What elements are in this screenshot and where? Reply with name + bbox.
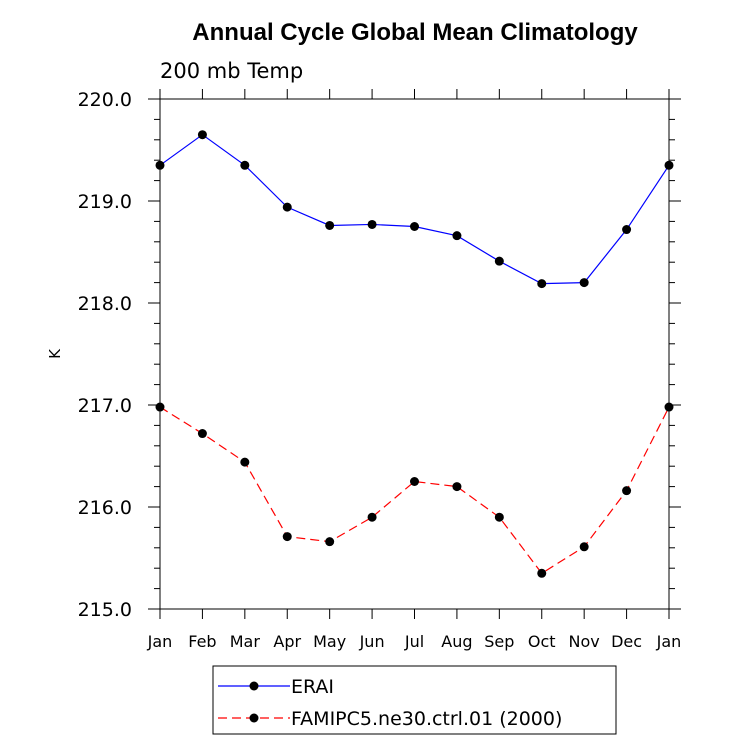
x-tick-label: Mar — [230, 632, 261, 651]
data-point-0 — [537, 279, 547, 289]
data-point-0 — [410, 222, 419, 231]
x-tick-label: Apr — [273, 632, 301, 651]
data-point-1 — [494, 512, 504, 522]
data-point-1 — [282, 532, 292, 542]
axis-ticks — [148, 89, 681, 619]
data-point-1 — [325, 537, 335, 547]
series-line-0 — [159, 133, 670, 285]
y-tick-label: 216.0 — [78, 497, 132, 519]
data-point-0 — [452, 231, 462, 241]
chart-title: Annual Cycle Global Mean Climatology — [192, 19, 638, 46]
legend-label-0: ERAI — [291, 676, 334, 698]
data-point-1 — [579, 542, 589, 552]
y-tick-label: 217.0 — [78, 395, 132, 417]
x-tick-label: Jul — [404, 632, 424, 651]
y-tick-labels: 215.0 216.0 217.0 218.0 219.0 220.0 — [78, 89, 132, 621]
x-tick-label: May — [313, 632, 346, 651]
data-point-0 — [197, 130, 207, 140]
y-tick-label: 215.0 — [78, 599, 132, 621]
y-tick-label: 218.0 — [78, 293, 132, 315]
data-point-1 — [410, 477, 419, 486]
data-point-1 — [452, 482, 462, 492]
data-point-1 — [197, 429, 207, 439]
data-point-1 — [367, 512, 377, 522]
legend-marker-1 — [249, 713, 259, 723]
legend: ERAI FAMIPC5.ne30.ctrl.01 (2000) — [218, 676, 562, 730]
x-tick-label: Aug — [441, 632, 472, 651]
data-point-1 — [155, 402, 165, 412]
y-tick-label: 220.0 — [78, 89, 132, 111]
data-point-0 — [240, 160, 250, 170]
legend-marker-0 — [249, 681, 259, 691]
data-point-0 — [155, 160, 165, 170]
plot-frame — [159, 98, 670, 610]
data-point-1 — [622, 486, 632, 496]
x-tick-labels: Jan Feb Mar Apr May Jun Jul Aug Sep Oct Nov Dec Jan — [147, 632, 682, 651]
data-point-1 — [537, 568, 547, 578]
x-tick-label: Nov — [569, 632, 600, 651]
data-point-1 — [664, 402, 674, 412]
data-point-0 — [494, 256, 504, 266]
data-point-0 — [282, 202, 292, 212]
x-tick-label: Oct — [528, 632, 556, 651]
x-tick-label: Jan — [656, 632, 682, 651]
data-point-0 — [664, 160, 674, 170]
x-tick-label: Sep — [484, 632, 514, 651]
x-tick-label: Jun — [359, 632, 385, 651]
y-tick-label: 219.0 — [78, 191, 132, 213]
series-layer — [155, 130, 674, 578]
series-line-1 — [159, 406, 670, 575]
x-tick-label: Jan — [147, 632, 173, 651]
chart-subtitle: 200 mb Temp — [160, 59, 303, 83]
data-point-0 — [325, 220, 335, 230]
data-point-0 — [367, 219, 377, 229]
y-axis-label: K — [46, 348, 64, 359]
data-point-0 — [579, 278, 589, 288]
data-point-0 — [622, 225, 632, 235]
data-point-1 — [240, 457, 250, 467]
legend-label-1: FAMIPC5.ne30.ctrl.01 (2000) — [291, 708, 562, 730]
x-tick-label: Dec — [611, 632, 642, 651]
legend-box — [212, 665, 617, 735]
x-tick-label: Feb — [188, 632, 216, 651]
